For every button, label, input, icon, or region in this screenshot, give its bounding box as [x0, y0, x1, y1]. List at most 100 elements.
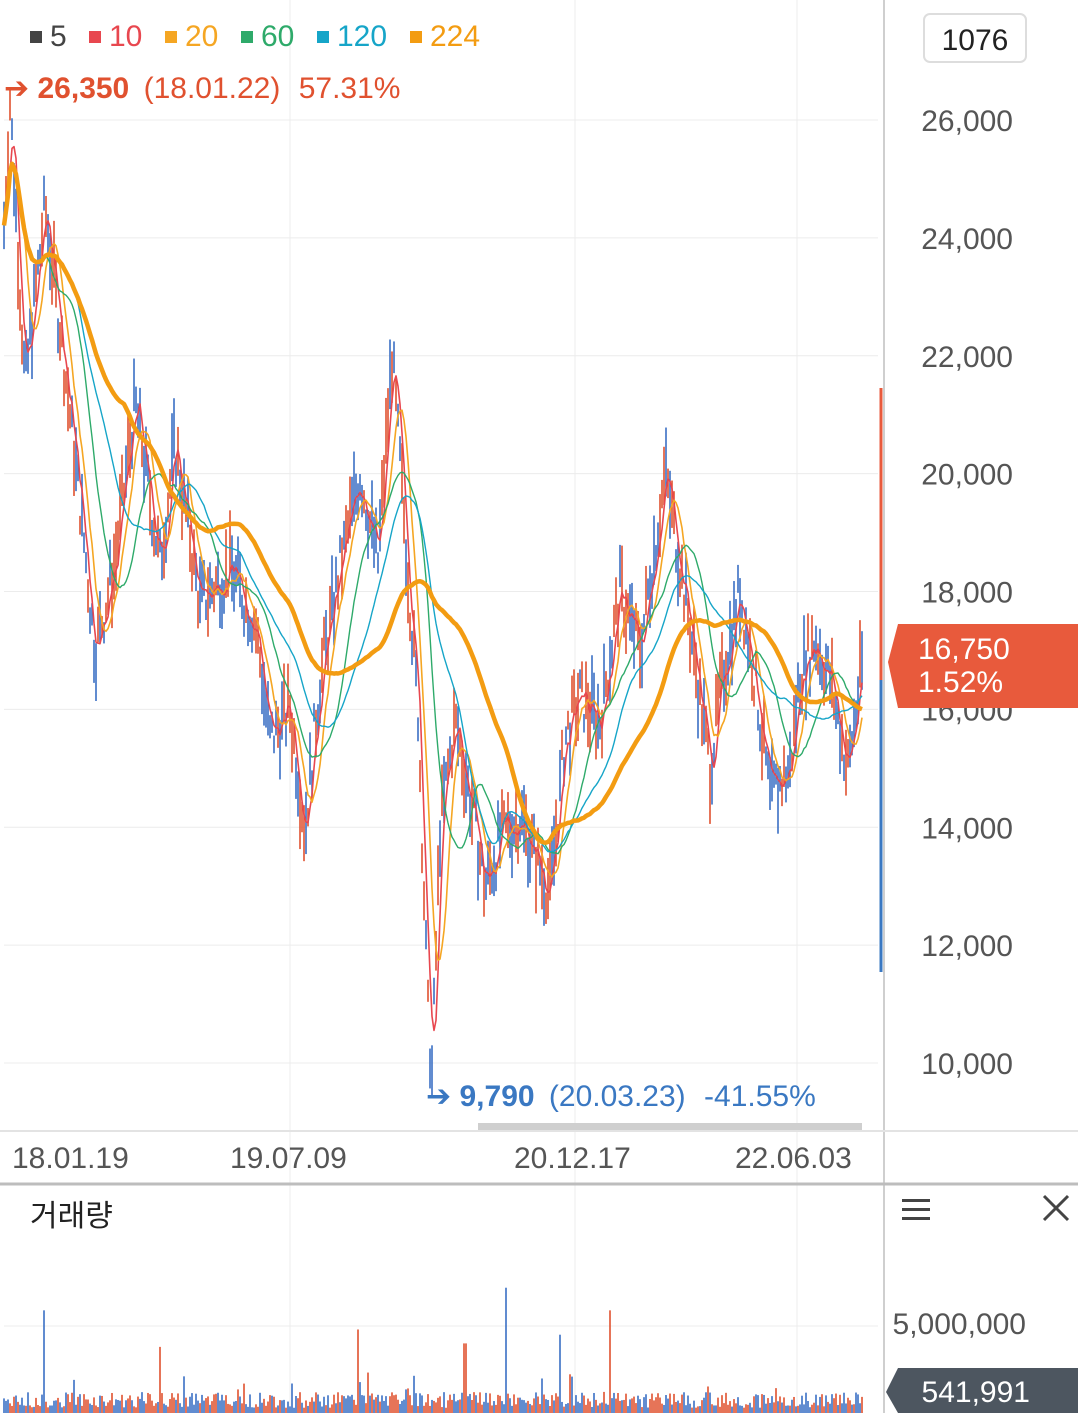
volume-bar	[665, 1395, 667, 1413]
volume-bar	[165, 1405, 167, 1413]
volume-bar	[627, 1406, 629, 1413]
volume-bar	[475, 1395, 477, 1413]
volume-bar	[171, 1393, 173, 1413]
volume-bar	[517, 1397, 519, 1413]
volume-bar	[405, 1389, 407, 1413]
volume-bar	[321, 1406, 323, 1413]
volume-bar	[163, 1403, 165, 1413]
volume-bar	[435, 1402, 437, 1413]
volume-bar	[679, 1403, 681, 1413]
volume-bar	[31, 1407, 33, 1413]
volume-bar	[257, 1406, 259, 1413]
volume-bar	[489, 1393, 491, 1413]
volume-bar	[169, 1399, 171, 1413]
volume-bar	[631, 1398, 633, 1413]
volume-bar	[693, 1400, 695, 1413]
volume-bar	[541, 1378, 543, 1413]
volume-bar	[529, 1403, 531, 1413]
volume-bar	[311, 1397, 313, 1413]
volume-bar	[539, 1404, 541, 1413]
volume-bar	[357, 1329, 359, 1413]
volume-bar	[787, 1405, 789, 1413]
volume-bar	[737, 1397, 739, 1413]
volume-bar	[351, 1394, 353, 1413]
volume-bar	[577, 1401, 579, 1413]
volume-bar	[315, 1392, 317, 1413]
high-change: 57.31%	[299, 72, 401, 105]
date-tick-label: 18.01.19	[12, 1142, 129, 1175]
volume-bar	[531, 1405, 533, 1413]
volume-bar	[263, 1398, 265, 1413]
volume-bar	[395, 1394, 397, 1413]
volume-bar	[69, 1402, 71, 1413]
volume-bar	[27, 1392, 29, 1413]
volume-bar	[87, 1399, 89, 1413]
volume-bar	[309, 1401, 311, 1413]
volume-bar	[317, 1394, 319, 1413]
volume-bar	[745, 1404, 747, 1413]
volume-bar	[735, 1403, 737, 1413]
volume-bar	[373, 1399, 375, 1413]
date-tick-label: 19.07.09	[230, 1142, 347, 1175]
volume-bar	[57, 1397, 59, 1413]
volume-bar	[75, 1404, 77, 1413]
volume-bar	[571, 1376, 573, 1413]
volume-bar	[487, 1402, 489, 1413]
volume-bar	[765, 1403, 767, 1413]
legend-swatch	[165, 31, 177, 43]
volume-bar	[845, 1403, 847, 1413]
volume-bar	[843, 1392, 845, 1413]
volume-bar	[365, 1403, 367, 1413]
volume-bar	[161, 1393, 163, 1413]
volume-bar	[687, 1395, 689, 1413]
current-volume-tag-bg	[886, 1368, 1078, 1413]
volume-bar	[501, 1401, 503, 1413]
volume-bar	[125, 1400, 127, 1413]
volume-bar	[793, 1396, 795, 1413]
volume-bar	[307, 1405, 309, 1413]
volume-bar	[425, 1402, 427, 1413]
volume-bar	[809, 1407, 811, 1413]
legend-label: 20	[185, 20, 218, 53]
volume-bar	[73, 1379, 75, 1413]
volume-bar	[275, 1407, 277, 1413]
volume-bar	[221, 1394, 223, 1413]
volume-bar	[115, 1399, 117, 1413]
close-icon[interactable]	[1042, 1194, 1070, 1222]
volume-bar	[199, 1403, 201, 1413]
volume-bar	[567, 1403, 569, 1413]
period-count-box[interactable]	[923, 13, 1027, 63]
volume-bar	[649, 1398, 651, 1413]
hamburger-menu-icon[interactable]	[902, 1199, 930, 1220]
volume-bar	[11, 1405, 13, 1413]
legend-label: 224	[430, 20, 480, 53]
scroll-indicator[interactable]	[478, 1123, 862, 1131]
volume-bar	[519, 1397, 521, 1413]
period-count: 1076	[942, 24, 1009, 57]
volume-bar	[391, 1392, 393, 1413]
volume-bar	[825, 1395, 827, 1413]
volume-bar	[791, 1399, 793, 1413]
volume-bar	[667, 1398, 669, 1413]
volume-bar	[153, 1405, 155, 1413]
volume-bar	[107, 1402, 109, 1413]
volume-bar	[175, 1399, 177, 1413]
volume-bar	[545, 1399, 547, 1413]
volume-bar	[353, 1399, 355, 1413]
volume-bar	[43, 1310, 45, 1413]
volume-bar	[409, 1395, 411, 1413]
volume-bar	[129, 1395, 131, 1413]
volume-bar	[767, 1398, 769, 1413]
volume-bar	[303, 1407, 305, 1413]
volume-bar	[329, 1407, 331, 1413]
volume-bar	[717, 1397, 719, 1413]
volume-bar	[749, 1402, 751, 1413]
volume-bar	[157, 1401, 159, 1413]
volume-bar	[273, 1396, 275, 1413]
volume-bar	[681, 1394, 683, 1413]
volume-bar	[617, 1393, 619, 1413]
volume-bar	[569, 1374, 571, 1413]
ma-legend[interactable]: 5 10 20 60 120 224	[30, 20, 480, 53]
volume-bar	[137, 1396, 139, 1413]
